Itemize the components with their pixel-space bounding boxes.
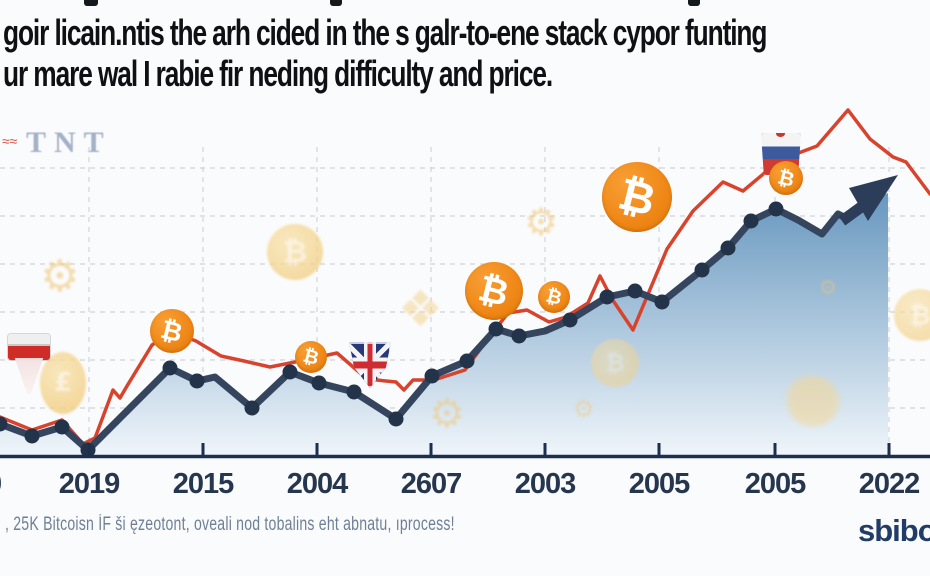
faded-coin-icon: ₿ <box>267 224 323 280</box>
x-axis-label: 2607 <box>400 468 463 500</box>
poland-flag-icon <box>8 334 50 394</box>
gear-ornament-icon: ⚙ <box>819 275 837 299</box>
data-point-marker <box>562 312 578 328</box>
data-point-marker <box>54 419 70 435</box>
btc-glyph: ₿ <box>157 314 186 349</box>
gear-ornament-icon: ⚙ <box>573 395 595 423</box>
poland-flag-stripes <box>8 334 50 360</box>
data-point-marker <box>244 400 260 416</box>
data-point-marker <box>24 428 40 444</box>
gear-ornament-icon: ⚙ <box>40 251 80 302</box>
btc-glyph: ₿ <box>543 283 565 310</box>
data-point-marker <box>282 364 298 380</box>
bitcoin-coin-icon: ₿ <box>465 262 523 320</box>
footer-caption: , 25K Bitcoisn ÍF ši ęzeotont, oveali no… <box>5 514 455 535</box>
faded-coin-icon: ₿ <box>894 289 930 341</box>
trend-arrow-head-icon <box>849 175 898 221</box>
x-axis-label: 2019 <box>58 468 121 500</box>
red-scribble-mark: ≈≈ <box>2 133 18 149</box>
data-point-marker <box>511 328 527 344</box>
x-axis-label: 2003 <box>514 468 577 500</box>
data-point-marker <box>720 240 736 256</box>
btc-glyph: ₿ <box>282 234 308 270</box>
bitcoin-coin-icon: ₿ <box>150 309 194 353</box>
bitcoin-coin-icon: ₿ <box>602 162 672 232</box>
gear-ornament-icon: ⚙ <box>429 391 465 437</box>
x-axis-label-partial: 0 <box>0 468 2 501</box>
btc-glyph: ₿ <box>613 167 661 227</box>
red-price-line <box>0 108 930 446</box>
x-axis-label: 2015 <box>172 468 235 500</box>
data-point-marker <box>654 294 670 310</box>
bitcoin-coin-icon: ₿ <box>538 281 570 313</box>
data-point-marker <box>694 262 710 278</box>
data-point-marker <box>743 213 759 229</box>
top-edge-artifact <box>688 0 700 6</box>
bitcoin-coin-icon: ₿ <box>295 341 327 373</box>
btc-glyph: ₿ <box>605 348 625 377</box>
data-point-marker <box>627 283 643 299</box>
faded-coin-icon: £ <box>40 352 86 414</box>
x-axis-label: 2022 <box>858 468 921 500</box>
btc-glyph: ₿ <box>909 300 930 331</box>
top-edge-artifact <box>84 0 98 6</box>
faded-coin-icon: ₿ <box>591 339 639 387</box>
sbibo-logo: sbibo <box>858 513 930 548</box>
pound-glyph: £ <box>53 368 73 398</box>
data-point-marker <box>189 373 205 389</box>
data-point-marker <box>0 416 8 432</box>
data-point-marker <box>599 289 615 305</box>
data-point-marker <box>459 353 475 369</box>
data-point-marker <box>162 360 178 376</box>
x-axis-label: 2004 <box>286 468 349 500</box>
data-point-marker <box>424 368 440 384</box>
data-point-marker <box>488 321 504 337</box>
poland-flag-funnel <box>14 358 44 394</box>
headline-line-1: goir licain.ntis the arh cided in the s … <box>3 12 767 53</box>
x-axis-label: 2005 <box>628 468 691 500</box>
top-edge-artifact <box>330 0 342 6</box>
faded-tnt-watermark: TNT <box>26 126 112 159</box>
btc-glyph: ₿ <box>300 343 322 370</box>
area-fill <box>0 193 888 455</box>
data-point-marker <box>768 201 784 217</box>
x-axis-label: 2005 <box>744 468 807 500</box>
data-point-marker <box>388 411 404 427</box>
bitcoin-coin-icon: ₿ <box>769 161 803 195</box>
faded-blob-ornament <box>786 375 840 427</box>
data-point-marker <box>346 384 362 400</box>
gear-ornament-icon: ⚙ <box>524 200 559 244</box>
btc-glyph: ₿ <box>775 163 797 192</box>
data-point-marker <box>311 375 327 391</box>
diamond-ornament-icon: ❖ <box>398 280 443 338</box>
btc-glyph: ₿ <box>474 268 514 315</box>
headline-line-2: ur mare wal I rabie fir neding difficult… <box>3 53 553 94</box>
